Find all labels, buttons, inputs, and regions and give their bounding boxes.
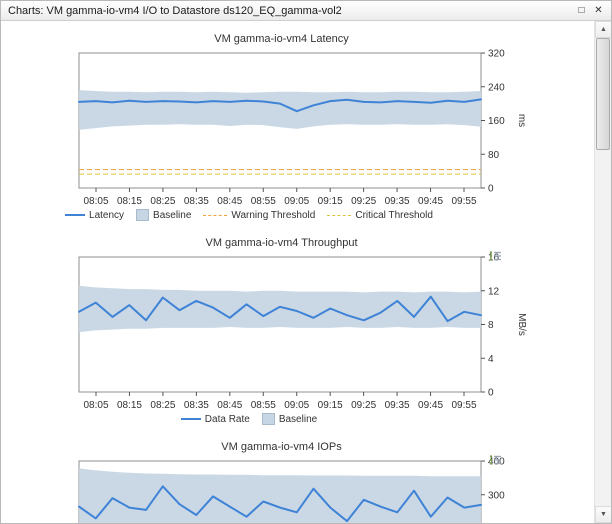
- y-axis-unit: MB/s: [516, 313, 527, 336]
- legend-item: Baseline: [136, 209, 191, 221]
- y-tick-label: 4: [488, 354, 494, 365]
- legend-swatch-band: [136, 209, 150, 221]
- y-axis-unit: ms: [516, 114, 527, 127]
- baseline-band: [79, 90, 481, 130]
- x-tick-label: 09:35: [385, 400, 410, 411]
- y-tick-label: 12: [488, 286, 500, 297]
- legend-item: Baseline: [261, 413, 318, 425]
- chart-title: VM gamma-io-vm4 Throughput: [205, 237, 358, 249]
- x-tick-label: 09:25: [351, 400, 376, 411]
- chart-title: VM gamma-io-vm4 IOPs: [221, 441, 342, 453]
- x-tick-label: 08:55: [251, 400, 276, 411]
- chart-options-icon[interactable]: [488, 453, 502, 466]
- x-tick-label: 09:25: [351, 196, 376, 207]
- legend-label: Critical Threshold: [355, 209, 433, 221]
- x-tick-label: 09:45: [418, 196, 443, 207]
- legend-label: Baseline: [278, 413, 318, 425]
- latency-chart-plot: 0 80 160 240 320 ms 08:05 08:15 08:25 08:35 08:45 0…: [78, 49, 527, 207]
- x-tick-label: 08:45: [217, 196, 242, 207]
- legend-label: Latency: [89, 209, 125, 221]
- x-tick-label: 08:05: [83, 196, 108, 207]
- x-tick-label: 08:15: [117, 196, 142, 207]
- legend-item: Warning Threshold: [203, 210, 315, 221]
- charts-scroll-viewport: VM gamma-io-vm4 Latency 0 80 160 240 320 ms 08…: [1, 21, 594, 523]
- x-tick-label: 09:45: [418, 400, 443, 411]
- chart-latency: VM gamma-io-vm4 Latency 0 80 160 240 320 ms 08…: [1, 21, 594, 221]
- chart-options-icon[interactable]: [488, 249, 502, 262]
- legend-swatch-dash: [327, 214, 352, 216]
- scroll-thumb[interactable]: [596, 38, 610, 150]
- legend-item: Latency: [65, 210, 124, 221]
- chart-legend: Data Rate Baseline: [9, 413, 489, 425]
- y-tick-label: 400: [488, 457, 505, 468]
- title-bar: Charts: VM gamma-io-vm4 I/O to Datastore…: [1, 1, 611, 21]
- x-tick-label: 09:15: [318, 400, 343, 411]
- legend-swatch-line: [65, 214, 86, 216]
- x-tick-label: 09:35: [385, 196, 410, 207]
- y-tick-label: 16: [488, 253, 500, 264]
- scroll-down-button[interactable]: ▼: [595, 506, 611, 523]
- y-tick-label: 160: [488, 116, 505, 127]
- throughput-chart-plot: 0 4 8 12 16 MB/s 08:05 08:15 08:25 08:35 08:45 08:5…: [78, 253, 527, 411]
- y-tick-label: 0: [488, 388, 494, 399]
- baseline-band: [79, 285, 481, 333]
- legend-label: Data Rate: [204, 413, 250, 425]
- legend-swatch-line: [180, 418, 201, 420]
- legend-swatch-dash: [203, 214, 228, 216]
- x-tick-label: 08:15: [117, 400, 142, 411]
- chart-iops: VM gamma-io-vm4 IOPs 010020030040008:050…: [1, 429, 594, 523]
- x-tick-label: 09:55: [451, 196, 476, 207]
- series-line: [78, 295, 482, 323]
- series-line: [78, 485, 482, 523]
- series-line: [78, 98, 482, 113]
- legend-item: Data Rate: [180, 413, 250, 425]
- maximize-button[interactable]: □: [578, 5, 585, 16]
- y-tick-label: 8: [488, 320, 494, 331]
- x-tick-label: 09:05: [284, 196, 309, 207]
- x-tick-label: 08:35: [184, 400, 209, 411]
- x-tick-label: 08:45: [217, 400, 242, 411]
- y-tick-label: 300: [488, 490, 505, 501]
- legend-label: Warning Threshold: [231, 209, 316, 221]
- close-button[interactable]: ✕: [594, 5, 603, 16]
- iops-chart-plot: 010020030040008:0508:1508:2508:3508:4508…: [78, 457, 505, 523]
- x-tick-label: 08:35: [184, 196, 209, 207]
- window-title: Charts: VM gamma-io-vm4 I/O to Datastore…: [8, 4, 342, 17]
- legend-item: Critical Threshold: [327, 210, 433, 221]
- x-tick-label: 08:25: [150, 196, 175, 207]
- x-tick-label: 08:25: [150, 400, 175, 411]
- y-tick-label: 320: [488, 49, 505, 60]
- y-tick-label: 0: [488, 184, 494, 195]
- legend-swatch-band: [261, 413, 275, 425]
- baseline-band: [79, 468, 481, 523]
- chart-title: VM gamma-io-vm4 Latency: [214, 33, 349, 45]
- legend-label: Baseline: [153, 209, 192, 221]
- x-tick-label: 09:15: [318, 196, 343, 207]
- vertical-scrollbar[interactable]: ▲ ▼: [594, 21, 611, 523]
- scroll-up-button[interactable]: ▲: [595, 21, 611, 38]
- chart-legend: Latency Baseline Warning Threshold Critical…: [9, 209, 489, 221]
- x-tick-label: 08:55: [251, 196, 276, 207]
- x-tick-label: 08:05: [83, 400, 108, 411]
- y-tick-label: 240: [488, 82, 505, 93]
- chart-throughput: VM gamma-io-vm4 Throughput 0 4 8 12 16 MB/s 08…: [1, 225, 594, 425]
- x-tick-label: 09:05: [284, 400, 309, 411]
- y-tick-label: 80: [488, 150, 500, 161]
- x-tick-label: 09:55: [451, 400, 476, 411]
